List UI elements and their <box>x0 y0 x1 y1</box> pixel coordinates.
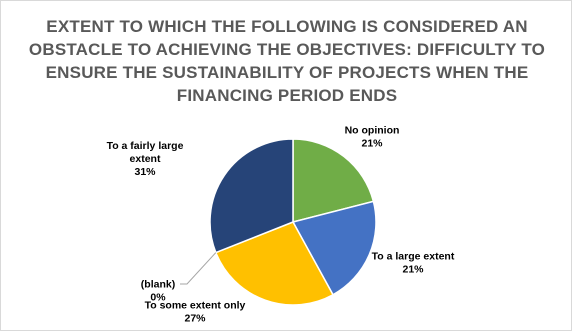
chart-title-line: FINANCING PERIOD ENDS <box>176 86 398 105</box>
slice-category-label: To some extent only <box>145 300 246 312</box>
pie-slice <box>214 221 335 306</box>
slice-category-label: To a large extent <box>372 251 455 263</box>
slice-category-label: To a fairly large <box>107 140 184 152</box>
pie-slice <box>209 138 294 254</box>
leader-lines <box>180 252 217 285</box>
slice-percent-label: 21% <box>402 264 424 276</box>
slice-percent-label: 31% <box>134 166 156 178</box>
slice-percent-label: 21% <box>361 138 383 150</box>
slice-percent-label: 0% <box>150 292 166 304</box>
slice-category-label: extent <box>130 153 161 165</box>
slice-category-label: (blank) <box>141 279 175 291</box>
pie-slice <box>291 200 377 296</box>
leader-line <box>180 252 217 285</box>
chart-title-line: OBSTACLE TO ACHIEVING THE OBJECTIVES: DI… <box>28 40 546 59</box>
pie-slice <box>292 138 375 223</box>
slice-category-label: No opinion <box>345 125 400 137</box>
chart-title-line: EXTENT TO WHICH THE FOLLOWING IS CONSIDE… <box>46 17 528 36</box>
chart-title-line: ENSURE THE SUSTAINABILITY OF PROJECTS WH… <box>45 63 529 82</box>
chart-title: EXTENT TO WHICH THE FOLLOWING IS CONSIDE… <box>11 15 563 107</box>
slice-percent-label: 27% <box>184 313 206 325</box>
pie-slices <box>209 138 377 306</box>
